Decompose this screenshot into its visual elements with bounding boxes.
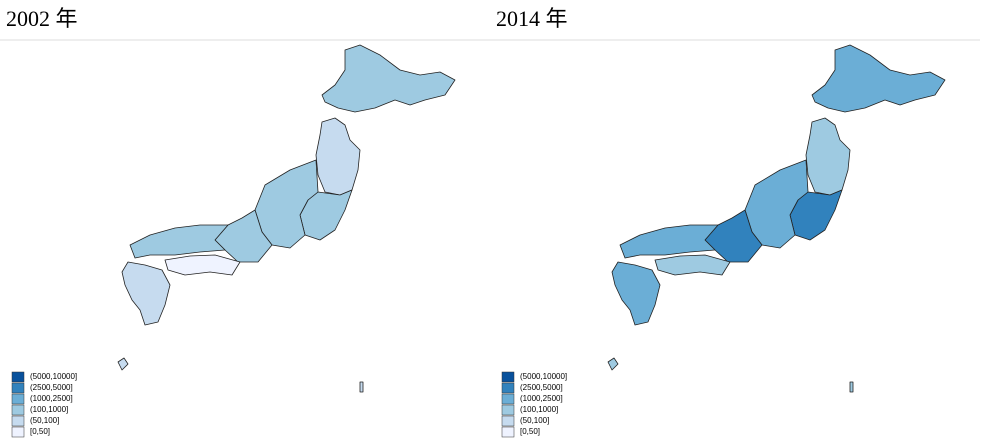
legend-label: (50,100]: [520, 416, 549, 425]
region-chugoku: [619, 224, 719, 259]
legend-label: [0,50]: [520, 427, 540, 436]
panel-title: 2014 年: [496, 6, 568, 31]
legend-swatch: [501, 382, 515, 394]
legend-swatch: [11, 404, 25, 416]
legend-label: (5000,10000]: [30, 372, 77, 381]
region-hokkaido: [811, 44, 946, 113]
region-kinki: [704, 209, 763, 263]
legend-swatch: [501, 415, 515, 427]
region-island: [359, 381, 364, 393]
legend-swatch: [11, 382, 25, 394]
region-okinawa: [117, 357, 129, 371]
legend-label: (2500,5000]: [30, 383, 73, 392]
region-shikoku: [164, 254, 241, 276]
legend-label: [0,50]: [30, 427, 50, 436]
legend-label: (100,1000]: [30, 405, 68, 414]
region-tohoku: [805, 117, 851, 196]
legend-label: (1000,2500]: [30, 394, 73, 403]
legend-label: (5000,10000]: [520, 372, 567, 381]
region-kyushu: [611, 261, 661, 326]
legend-label: (100,1000]: [520, 405, 558, 414]
map-panel: 2014 年 (5000,10000] (2500,5000] (1000,2500]…: [490, 6, 980, 438]
legend-swatch: [501, 426, 515, 438]
legend-swatch: [501, 404, 515, 416]
region-okinawa: [607, 357, 619, 371]
map-panel: 2002 年 (5000,10000] (2500,5000] (1000,2500]…: [0, 6, 490, 438]
region-shikoku: [654, 254, 731, 276]
region-tohoku: [315, 117, 361, 196]
legend-swatch: [501, 393, 515, 405]
legend-label: (50,100]: [30, 416, 59, 425]
region-kyushu: [121, 261, 171, 326]
legend-label: (1000,2500]: [520, 394, 563, 403]
region-island: [849, 381, 854, 393]
panel-title: 2002 年: [6, 6, 78, 31]
region-hokkaido: [321, 44, 456, 113]
legend-label: (2500,5000]: [520, 383, 563, 392]
legend-swatch: [11, 426, 25, 438]
legend-swatch: [11, 393, 25, 405]
legend-swatch: [11, 415, 25, 427]
legend-swatch: [11, 371, 25, 383]
region-kinki: [214, 209, 273, 263]
legend-swatch: [501, 371, 515, 383]
region-chugoku: [129, 224, 229, 259]
